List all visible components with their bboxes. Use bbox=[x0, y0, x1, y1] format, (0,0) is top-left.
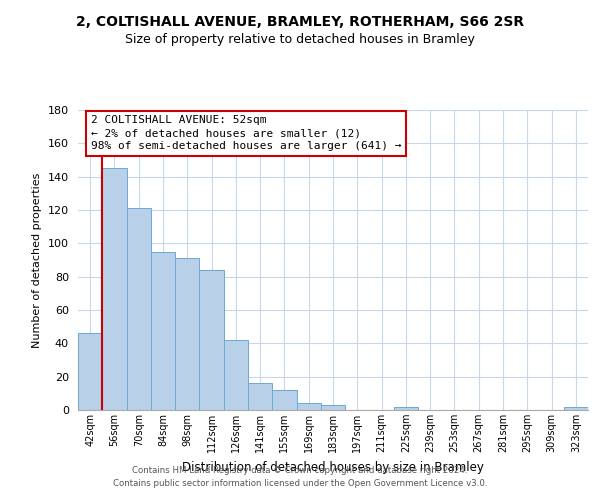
Bar bbox=[102, 168, 127, 410]
Text: Size of property relative to detached houses in Bramley: Size of property relative to detached ho… bbox=[125, 32, 475, 46]
Bar bbox=[127, 208, 151, 410]
Bar bbox=[394, 406, 418, 410]
Y-axis label: Number of detached properties: Number of detached properties bbox=[32, 172, 42, 348]
Bar bbox=[296, 404, 321, 410]
Bar bbox=[564, 406, 588, 410]
Bar bbox=[199, 270, 224, 410]
Bar bbox=[175, 258, 199, 410]
Bar bbox=[272, 390, 296, 410]
Bar bbox=[321, 405, 345, 410]
Bar bbox=[78, 334, 102, 410]
Text: Contains HM Land Registry data © Crown copyright and database right 2024.
Contai: Contains HM Land Registry data © Crown c… bbox=[113, 466, 487, 487]
Bar bbox=[248, 384, 272, 410]
Text: 2, COLTISHALL AVENUE, BRAMLEY, ROTHERHAM, S66 2SR: 2, COLTISHALL AVENUE, BRAMLEY, ROTHERHAM… bbox=[76, 15, 524, 29]
Bar bbox=[224, 340, 248, 410]
Text: 2 COLTISHALL AVENUE: 52sqm
← 2% of detached houses are smaller (12)
98% of semi-: 2 COLTISHALL AVENUE: 52sqm ← 2% of detac… bbox=[91, 115, 401, 152]
Bar bbox=[151, 252, 175, 410]
X-axis label: Distribution of detached houses by size in Bramley: Distribution of detached houses by size … bbox=[182, 460, 484, 473]
